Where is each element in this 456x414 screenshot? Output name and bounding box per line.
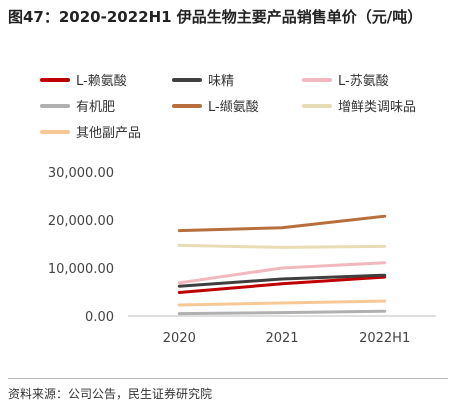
legend-swatch: [302, 103, 332, 108]
chart-title: 图47：2020-2022H1 伊品生物主要产品销售单价（元/吨）: [8, 8, 423, 26]
legend-label: L-苏氨酸: [338, 74, 389, 89]
legend-item-l-valine: L-缬氨酸: [172, 96, 259, 115]
legend-item-other-byproducts: 其他副产品: [40, 122, 141, 141]
y-tick-label: 10,000.00: [48, 262, 114, 277]
series-line: [177, 243, 387, 249]
legend-item-l-threonine: L-苏氨酸: [302, 70, 389, 89]
legend-item-l-lysine: L-赖氨酸: [40, 70, 127, 89]
legend-swatch: [172, 77, 202, 82]
legend-label: L-缬氨酸: [208, 100, 259, 115]
divider: [8, 378, 448, 379]
legend-label: 味精: [208, 74, 235, 89]
legend-label: 增鲜类调味品: [338, 100, 417, 115]
legend-swatch: [40, 77, 70, 82]
legend-label: L-赖氨酸: [76, 74, 127, 89]
legend-swatch: [302, 77, 332, 82]
series-line: [177, 273, 387, 288]
legend-label: 其他副产品: [76, 126, 142, 141]
legend-item-msg: 味精: [172, 70, 234, 89]
series-line: [177, 299, 387, 307]
legend-item-organic-fertilizer: 有机肥: [40, 96, 115, 115]
x-tick-label: 2020: [163, 331, 196, 346]
series-line: [177, 309, 387, 316]
legend-swatch: [40, 129, 70, 134]
series-line: [177, 275, 387, 294]
series-line: [177, 214, 387, 233]
legend-swatch: [40, 103, 70, 108]
legend-label: 有机肥: [76, 100, 116, 115]
legend-swatch: [172, 103, 202, 108]
y-tick-label: 20,000.00: [48, 214, 114, 229]
x-tick-label: 2021: [265, 331, 298, 346]
y-tick-label: 30,000.00: [48, 166, 114, 181]
legend-item-flavor-seasoning: 增鲜类调味品: [302, 96, 416, 115]
x-tick-label: 2022H1: [359, 331, 410, 346]
y-tick-label: 0.00: [85, 310, 114, 325]
source-note: 资料来源：公司公告，民生证券研究院: [8, 387, 213, 401]
series-line: [177, 261, 387, 285]
